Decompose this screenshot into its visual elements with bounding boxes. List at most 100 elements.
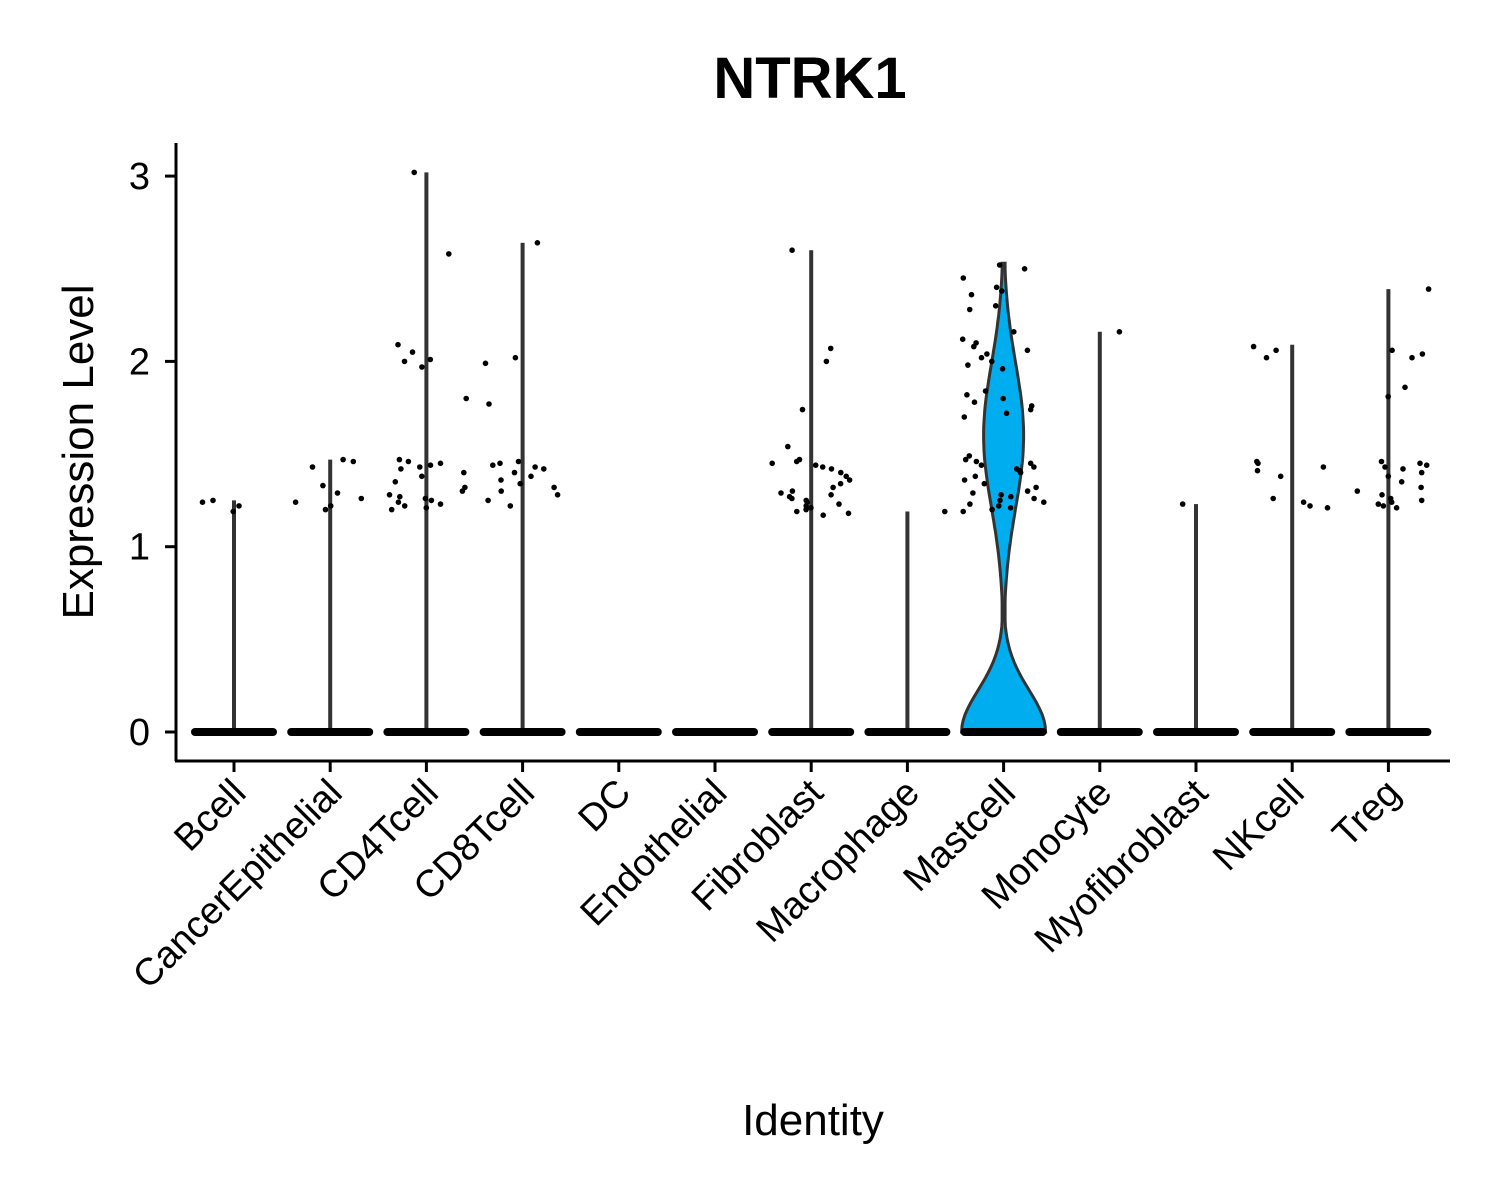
data-point [397, 493, 403, 500]
data-point [959, 336, 966, 343]
data-point [486, 401, 492, 407]
y-tick-label: 3 [129, 156, 150, 198]
data-point [984, 351, 990, 357]
data-point [1007, 505, 1014, 511]
data-point [965, 362, 971, 368]
data-point [845, 510, 852, 517]
violin-cancerepithelial [328, 459, 333, 732]
data-point [497, 460, 503, 467]
data-point [794, 508, 800, 515]
zero-points-monocyte [1056, 728, 1143, 736]
data-point [1378, 458, 1385, 465]
data-point [961, 414, 968, 420]
violin-cd8tcell [520, 242, 525, 733]
data-point [836, 501, 842, 507]
zero-points-bcell [191, 728, 277, 736]
data-point [992, 303, 999, 309]
x-tick-label: NKcell [1205, 772, 1312, 879]
data-point [1179, 501, 1186, 507]
data-point [1418, 469, 1425, 476]
data-point [789, 488, 796, 494]
violin-mastcell [959, 261, 1048, 734]
data-point [828, 466, 835, 472]
data-point [511, 469, 518, 476]
data-point [490, 462, 496, 469]
data-point [1008, 493, 1014, 500]
data-point [964, 392, 970, 398]
x-tick-label: Bcell [166, 772, 254, 860]
data-point [392, 479, 399, 485]
data-point [789, 247, 795, 253]
data-point [981, 480, 988, 487]
data-point [997, 497, 1003, 504]
data-point [322, 506, 329, 513]
data-point [482, 360, 489, 367]
data-point [396, 456, 403, 463]
data-point [1307, 503, 1313, 509]
zero-points-cancerepithelial [287, 728, 374, 736]
data-point [1385, 393, 1391, 400]
data-point [419, 473, 425, 480]
data-point [1375, 501, 1382, 507]
plot-area [191, 169, 1432, 736]
data-point [978, 354, 985, 361]
data-point [534, 240, 541, 246]
data-point [843, 473, 849, 480]
data-point [786, 493, 793, 500]
data-point [971, 399, 978, 406]
data-point [1270, 495, 1276, 502]
data-point [427, 356, 434, 363]
data-point [1031, 464, 1037, 470]
data-point [962, 456, 969, 463]
data-point [1254, 467, 1261, 474]
data-point [532, 464, 538, 470]
data-point [463, 395, 470, 402]
data-point [236, 503, 242, 509]
data-point [823, 358, 830, 365]
data-point [796, 456, 803, 463]
data-point [1398, 479, 1405, 485]
y-tick-label: 1 [129, 527, 150, 569]
data-point [996, 262, 1003, 268]
x-tick-label: Treg [1325, 772, 1409, 856]
data-point [1031, 495, 1037, 502]
data-point [993, 284, 1000, 291]
data-point [401, 503, 408, 509]
data-point [512, 354, 519, 361]
data-point [828, 492, 834, 498]
data-point [1300, 499, 1307, 506]
data-point [230, 508, 236, 515]
data-point [210, 497, 216, 504]
data-point [838, 469, 844, 476]
x-tick-label: Myofibroblast [1027, 771, 1217, 961]
data-point [437, 501, 444, 507]
data-point [967, 501, 973, 507]
data-point [1254, 458, 1260, 465]
zero-points-dc [575, 728, 662, 736]
violin-treg [1386, 289, 1391, 732]
data-point [820, 512, 826, 518]
data-point [1273, 347, 1279, 354]
data-point [1041, 499, 1047, 506]
data-point [419, 364, 425, 370]
data-point [1116, 329, 1123, 335]
data-point [309, 464, 316, 470]
data-point [485, 497, 491, 504]
zero-points-cd8tcell [479, 728, 566, 736]
data-point [1418, 484, 1424, 491]
data-point [972, 473, 979, 480]
x-axis-title: Identity [742, 1096, 884, 1145]
data-point [1409, 354, 1415, 361]
data-point [405, 458, 412, 465]
data-point [498, 488, 505, 494]
data-point [428, 497, 435, 504]
data-point [427, 462, 434, 469]
violin-nkcell [1290, 344, 1295, 732]
data-point [1024, 347, 1031, 354]
data-point [942, 508, 948, 515]
data-point [461, 469, 467, 476]
data-point [388, 506, 395, 513]
data-point [1385, 473, 1392, 480]
data-point [446, 251, 452, 257]
